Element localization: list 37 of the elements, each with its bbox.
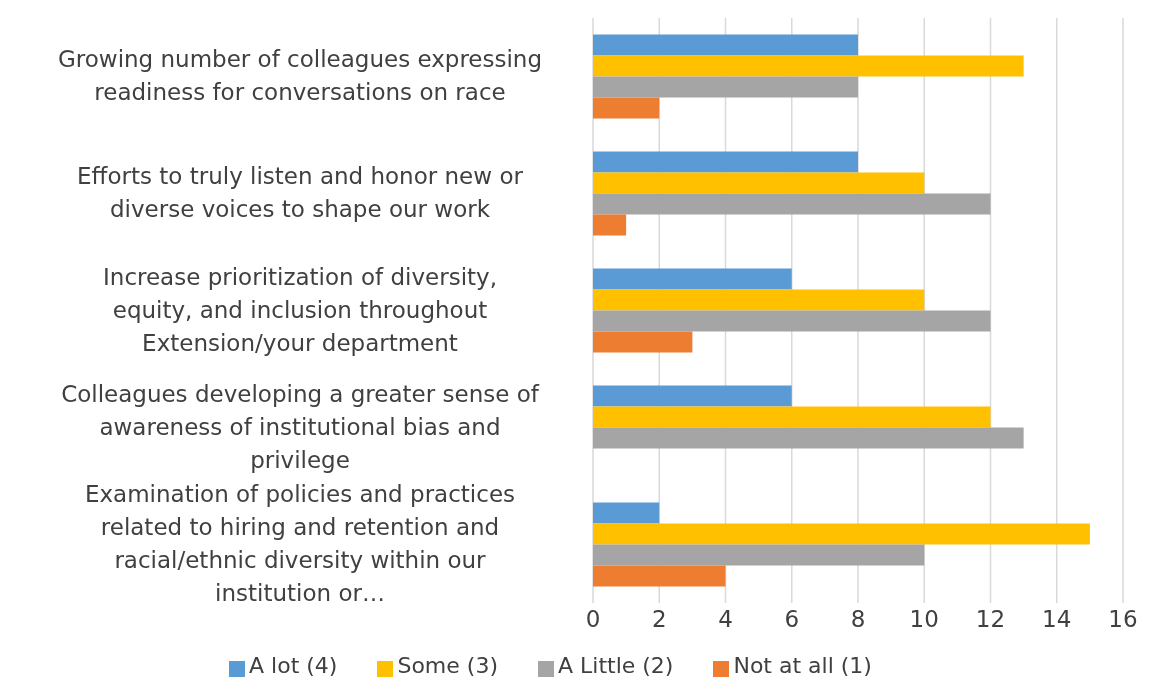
x-tick-label: 2 <box>651 606 667 633</box>
x-tick-label: 0 <box>585 606 601 633</box>
bar <box>593 214 627 236</box>
y-tick-label: Increase prioritization of diversity, equity, and inclusion throughout Extension/your department <box>103 263 497 355</box>
bar <box>593 193 991 215</box>
legend-label: Not at all (1) <box>733 653 872 678</box>
bar <box>593 310 991 332</box>
y-tick-label: Growing number of colleagues expressing readiness for conversations on race <box>57 45 543 105</box>
y-tick-label: Examination of policies and practices related to hiring and retention and racial/ethnic diversity within our institution or… <box>84 480 516 606</box>
bar <box>593 331 693 353</box>
bar <box>593 268 792 290</box>
legend-label: Some (3) <box>397 653 498 678</box>
y-tick-label: Colleagues developing a greater sense of awareness of institutional bias and privilege <box>61 380 540 472</box>
bar <box>593 151 858 173</box>
legend-label: A lot (4) <box>249 653 338 678</box>
bar <box>593 427 1024 449</box>
y-tick-label: Efforts to truly listen and honor new or diverse voices to shape our work <box>77 162 524 222</box>
bar <box>593 385 792 407</box>
x-tick-label: 16 <box>1108 606 1138 633</box>
bar <box>593 34 858 56</box>
bar <box>593 544 925 566</box>
bar <box>593 406 991 428</box>
bar <box>593 523 1090 545</box>
bar <box>593 172 925 194</box>
bar <box>593 97 660 119</box>
bar <box>593 289 925 311</box>
x-tick-label: 10 <box>909 606 939 633</box>
x-tick-label: 12 <box>975 606 1006 633</box>
legend-label: A Little (2) <box>557 653 674 678</box>
x-tick-label: 14 <box>1042 606 1072 633</box>
x-tick-label: 8 <box>850 606 866 633</box>
x-tick-label: 4 <box>718 606 733 633</box>
bar <box>593 502 660 524</box>
bar <box>593 55 1024 77</box>
bar <box>593 565 726 587</box>
bar <box>593 76 858 98</box>
x-tick-label: 6 <box>784 606 800 633</box>
